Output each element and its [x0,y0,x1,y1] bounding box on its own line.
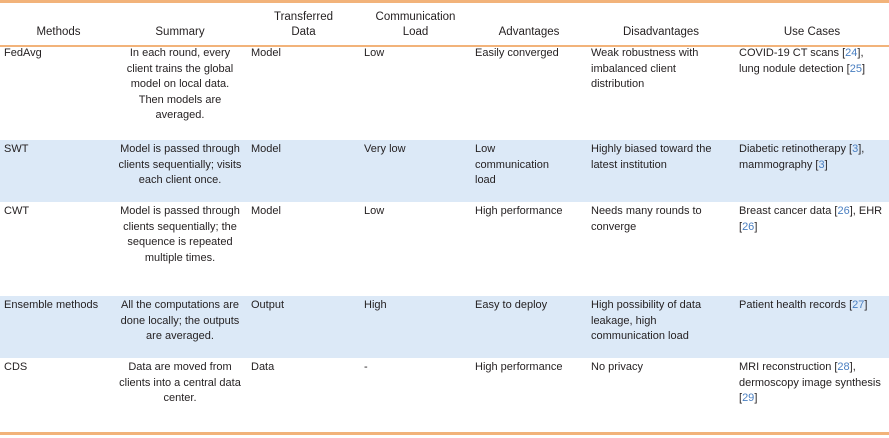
use-case-text: Patient health records [ [739,299,853,311]
use-case-text: ] [754,392,758,404]
use-cases-cell: MRI reconstruction [28], dermoscopy imag… [735,358,889,424]
reference-link[interactable]: 26 [742,220,755,233]
summary-cell: All the computations are done locally; t… [113,296,247,358]
use-case-text: MRI reconstruction [ [739,361,838,373]
header-use-cases: Use Cases [783,26,841,38]
table-row: CDS Data are moved from clients into a c… [0,358,889,424]
advantages-cell: Easy to deploy [471,296,587,358]
use-case-text: ] [864,299,868,311]
reference-link[interactable]: 3 [852,143,859,155]
summary-cell: Model is passed through clients sequenti… [113,140,247,202]
use-case-text: ] [861,62,866,75]
use-cases-cell: Breast cancer data [26], EHR [26] [735,202,889,296]
disadvantages-cell: Needs many rounds to converge [591,205,702,233]
use-cases-cell: Patient health records [27] [735,296,889,358]
header-disadvantages: Disadvantages [622,26,700,38]
use-cases-cell: Diabetic retinotherapy [3], mammography … [735,140,889,202]
disadvantages-cell: Weak robustness with imbalanced client d… [591,47,699,90]
use-case-text: COVID-19 CT scans [ [739,47,846,59]
disadvantages-cell: No privacy [591,361,643,373]
use-case-text: ] [824,158,828,171]
use-case-text: ], EHR [ [739,205,883,233]
transferred-data-cell: Output [247,296,360,358]
table-row: FedAvg In each round, every client train… [0,44,889,140]
method-cell: Ensemble methods [0,296,113,358]
table-row: CWT Model is passed through clients sequ… [0,202,889,296]
advantages-cell: High performance [475,205,563,217]
header-methods: Methods [36,26,81,38]
communication-load-cell: High [360,296,471,358]
use-case-text: Breast cancer data [ [739,205,838,217]
reference-link[interactable]: 28 [837,361,850,373]
method-cell: CWT [4,205,30,217]
communication-load-cell: - [364,361,368,373]
transferred-data-cell: Data [251,361,275,373]
reference-link[interactable]: 29 [742,392,755,404]
disadvantages-cell: Highly biased toward the latest institut… [587,140,735,202]
transferred-data-cell: Model [251,47,281,59]
reference-link[interactable]: 3 [818,158,825,171]
table-top-rule [0,0,889,3]
summary-cell: In each round, every client trains the g… [126,47,234,121]
header-row: Methods Summary Transferred Data Communi… [0,8,889,44]
use-case-text: Diabetic retinotherapy [ [739,143,853,155]
header-advantages: Advantages [498,26,560,38]
table-row: Ensemble methods All the computations ar… [0,296,889,358]
methods-comparison-table: Methods Summary Transferred Data Communi… [0,8,889,424]
reference-link[interactable]: 27 [852,299,865,311]
use-cases-cell: COVID-19 CT scans [24], lung nodule dete… [735,44,889,140]
advantages-cell: High performance [475,361,563,373]
reference-link[interactable]: 24 [845,47,858,59]
use-case-text: ], lung nodule detection [ [739,47,864,75]
reference-link[interactable]: 25 [849,62,862,75]
use-case-text: ], dermoscopy image synthesis [ [739,361,881,404]
method-cell: SWT [0,140,113,202]
summary-cell: Data are moved from clients into a centr… [119,361,241,404]
transferred-data-cell: Model [251,205,281,217]
method-cell: FedAvg [4,47,42,59]
transferred-data-cell: Model [247,140,360,202]
advantages-cell: Low communication load [471,140,587,202]
use-case-text: ], mammography [ [739,143,865,171]
table-bottom-rule [0,432,889,435]
method-cell: CDS [4,361,28,373]
reference-link[interactable]: 26 [837,205,850,217]
summary-cell: Model is passed through clients sequenti… [120,205,240,264]
disadvantages-cell: High possibility of data leakage, high c… [587,296,735,358]
use-case-text: ] [754,220,758,233]
header-summary: Summary [155,26,205,38]
advantages-cell: Easily converged [475,47,559,59]
communication-load-cell: Low [364,47,385,59]
header-communication-load: Communication Load [375,11,456,38]
header-transferred-data: Transferred Data [273,11,333,38]
communication-load-cell: Low [364,205,385,217]
table-header-rule [0,45,889,47]
table-row: SWT Model is passed through clients sequ… [0,140,889,202]
communication-load-cell: Very low [360,140,471,202]
